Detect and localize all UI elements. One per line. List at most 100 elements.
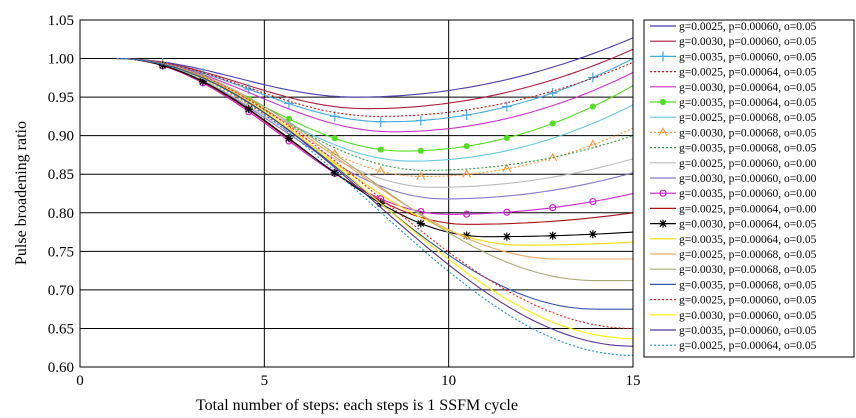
x-tick-label: 5 — [261, 373, 269, 389]
y-axis-label: Pulse broadening ratio — [13, 121, 30, 265]
legend-label: g=0.0030, p=0.00068, o=0.05 — [679, 127, 817, 139]
legend-label: g=0.0030, p=0.00060, o=0.00 — [679, 173, 817, 185]
series-20 — [116, 58, 634, 347]
plus-marker — [587, 72, 598, 83]
plus-marker — [375, 116, 386, 127]
series-10 — [116, 58, 634, 200]
series-line — [116, 58, 634, 340]
y-tick-label: 1.00 — [48, 52, 74, 68]
dot-marker — [503, 134, 510, 142]
series-0 — [116, 37, 634, 98]
legend-label: g=0.0030, p=0.00068, o=0.05 — [679, 264, 817, 276]
y-tick-label: 0.80 — [48, 206, 74, 222]
legend-entry: g=0.0025, p=0.00060, o=0.05 — [650, 295, 817, 307]
legend-label: g=0.0035, p=0.00060, o=0.00 — [679, 188, 817, 200]
legend-entry: g=0.0030, p=0.00060, o=0.05 — [650, 310, 817, 322]
series-line — [116, 58, 634, 356]
legend-entry: g=0.0025, p=0.00068, o=0.05 — [650, 112, 817, 124]
legend-entry: g=0.0030, p=0.00064, o=0.05 — [650, 82, 817, 94]
star-marker — [588, 230, 597, 239]
legend-entry: g=0.0025, p=0.00060, o=0.00 — [650, 158, 817, 170]
legend-entry: g=0.0030, p=0.00060, o=0.00 — [650, 173, 817, 185]
legend-label: g=0.0025, p=0.00064, o=0.00 — [679, 203, 817, 215]
star-marker — [284, 134, 293, 143]
legend-entry: g=0.0030, p=0.00068, o=0.05 — [650, 127, 817, 139]
series-16 — [116, 58, 633, 282]
legend-label: g=0.0025, p=0.00064, o=0.05 — [679, 340, 817, 352]
y-tick-label: 0.70 — [48, 283, 74, 299]
legend-label: g=0.0025, p=0.00060, o=0.00 — [679, 158, 817, 170]
legend-box — [643, 19, 855, 358]
legend-entry: g=0.0035, p=0.00060, o=0.05 — [650, 51, 817, 63]
star-marker — [416, 219, 425, 228]
y-tick-label: 0.85 — [48, 167, 74, 183]
legend-label: g=0.0030, p=0.00060, o=0.05 — [679, 310, 817, 322]
series-line — [116, 58, 634, 347]
caret-marker — [462, 169, 472, 178]
caret-marker — [416, 171, 426, 180]
dot-marker — [659, 98, 667, 106]
legend-entry: g=0.0025, p=0.00064, o=0.05 — [650, 340, 817, 352]
dot-marker — [417, 147, 424, 154]
plus-marker — [658, 51, 668, 62]
plus-marker — [415, 115, 426, 126]
y-tick-label: 0.95 — [48, 90, 74, 106]
legend-label: g=0.0035, p=0.00064, o=0.05 — [679, 97, 817, 109]
legend-label: g=0.0035, p=0.00068, o=0.05 — [679, 143, 817, 155]
legend-entry: g=0.0035, p=0.00068, o=0.05 — [650, 279, 817, 291]
dot-marker — [377, 146, 384, 153]
legend-label: g=0.0035, p=0.00060, o=0.05 — [679, 325, 817, 337]
star-marker — [158, 61, 167, 70]
series-line — [116, 58, 634, 117]
plus-marker — [283, 98, 294, 109]
star-marker — [198, 77, 207, 86]
series-line — [116, 58, 634, 246]
legend-entry: g=0.0030, p=0.00060, o=0.05 — [650, 36, 817, 48]
legend: g=0.0025, p=0.00060, o=0.05 g=0.0030, p=0… — [643, 19, 855, 358]
series-layer — [116, 37, 634, 356]
series-line — [116, 58, 634, 238]
plus-marker — [461, 110, 472, 121]
y-tick-label: 0.60 — [48, 360, 74, 376]
series-line — [116, 37, 634, 98]
legend-entry: g=0.0035, p=0.00068, o=0.05 — [650, 143, 817, 155]
series-14 — [116, 58, 634, 246]
legend-label: g=0.0030, p=0.00064, o=0.05 — [679, 82, 817, 94]
series-19 — [116, 58, 634, 340]
star-marker — [548, 231, 557, 240]
series-line — [116, 58, 633, 282]
series-3 — [116, 58, 634, 117]
series-line — [116, 58, 633, 329]
x-axis-ticks: 0 5 10 15 — [76, 373, 640, 389]
series-13 — [116, 58, 634, 241]
caret-marker — [376, 165, 386, 175]
legend-label: g=0.0035, p=0.00068, o=0.05 — [679, 279, 817, 291]
y-tick-label: 0.65 — [48, 321, 74, 337]
legend-entry: g=0.0025, p=0.00064, o=0.00 — [650, 203, 817, 215]
series-21 — [116, 58, 634, 356]
caret-marker — [658, 127, 668, 136]
x-tick-label: 15 — [626, 373, 641, 389]
legend-label: g=0.0030, p=0.00060, o=0.05 — [679, 36, 817, 48]
legend-label: g=0.0025, p=0.00068, o=0.05 — [679, 249, 817, 261]
legend-entry: g=0.0035, p=0.00064, o=0.05 — [650, 97, 817, 109]
x-tick-label: 0 — [76, 373, 84, 389]
y-tick-label: 0.75 — [48, 244, 74, 260]
dot-marker — [463, 143, 470, 150]
legend-entry: g=0.0035, p=0.00060, o=0.05 — [650, 325, 817, 337]
series-line — [116, 58, 634, 200]
circle-marker — [503, 208, 511, 216]
caret-marker — [588, 139, 598, 149]
star-marker — [330, 168, 339, 177]
legend-label: g=0.0030, p=0.00064, o=0.05 — [679, 219, 817, 231]
legend-entry: g=0.0035, p=0.00064, o=0.05 — [650, 234, 817, 246]
series-2 — [116, 57, 634, 127]
star-marker — [502, 232, 511, 241]
y-tick-label: 0.90 — [48, 129, 74, 145]
plus-marker — [501, 101, 512, 112]
legend-label: g=0.0025, p=0.00064, o=0.05 — [679, 67, 817, 79]
x-axis-label: Total number of steps: each steps is 1 S… — [196, 397, 518, 414]
legend-label: g=0.0035, p=0.00060, o=0.05 — [679, 51, 817, 63]
legend-entry: g=0.0025, p=0.00060, o=0.05 — [650, 21, 817, 33]
